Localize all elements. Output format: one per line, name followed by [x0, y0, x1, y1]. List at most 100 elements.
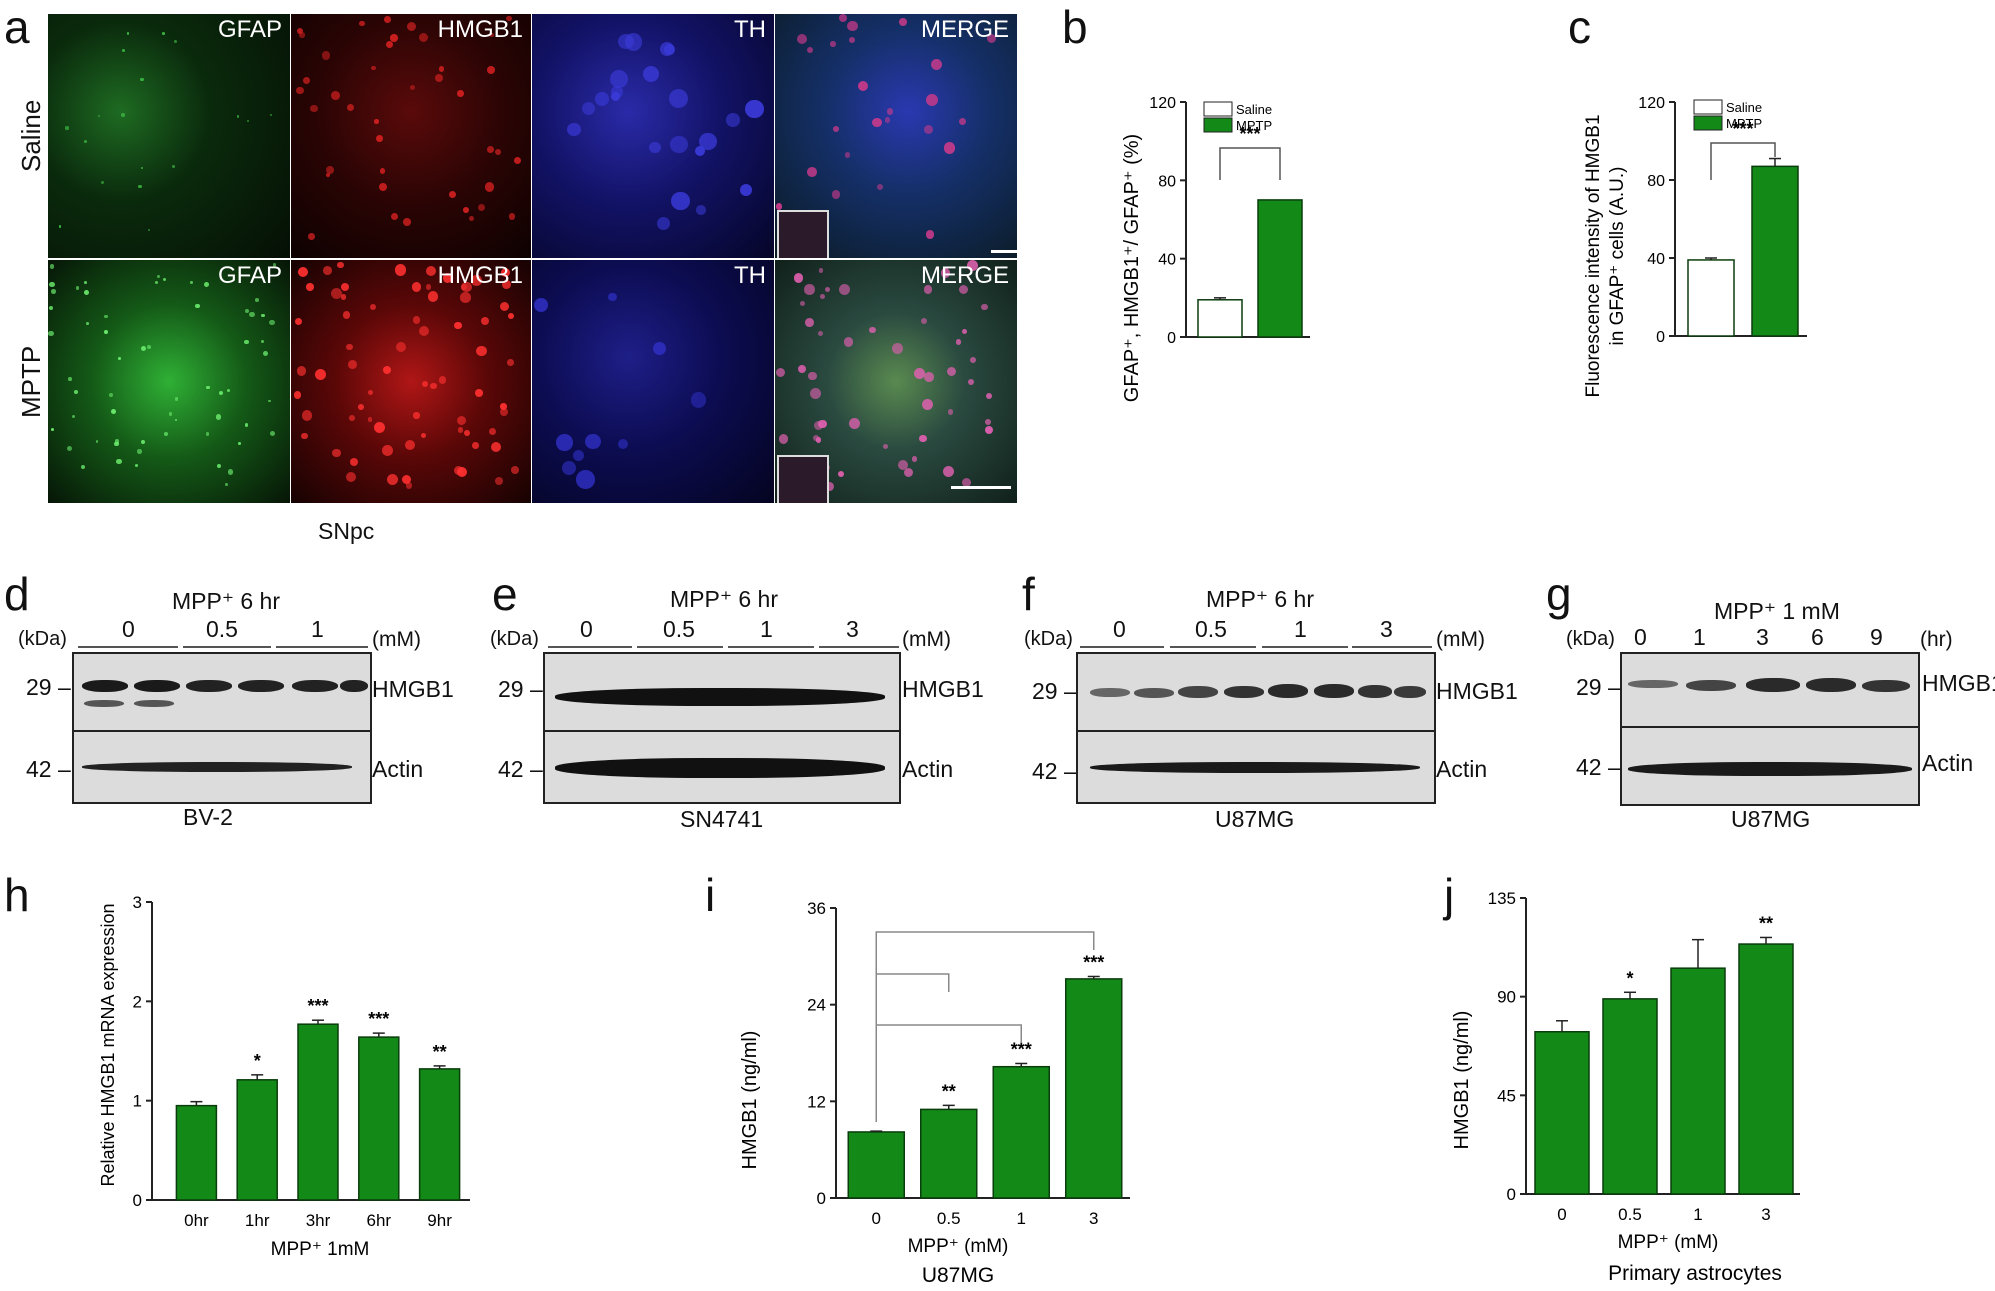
cell-signal — [955, 339, 962, 345]
treatment-header: MPP⁺ 6 hr — [670, 586, 779, 612]
cell-signal — [203, 282, 209, 287]
dose-underline — [1170, 646, 1256, 648]
comparison-bracket — [875, 973, 950, 1122]
cell-signal — [108, 392, 113, 397]
dose-2: 1 — [311, 616, 324, 642]
cell-signal — [461, 281, 472, 293]
cell-signal — [298, 266, 309, 278]
cell-signal — [920, 318, 927, 325]
cell-signal — [808, 371, 817, 381]
cell-signal — [85, 322, 89, 325]
cell-signal — [695, 205, 706, 216]
cell-signal — [301, 432, 309, 440]
band — [1806, 678, 1856, 692]
cell-signal — [582, 101, 596, 115]
significance-label: * — [254, 1051, 261, 1071]
cell-signal — [104, 314, 108, 319]
cell-signal — [325, 173, 331, 178]
cell-signal — [669, 89, 689, 109]
band — [134, 700, 174, 707]
region-caption: SNpc — [318, 518, 375, 544]
cell-signal — [269, 114, 272, 117]
caption-i: U87MG — [922, 1264, 994, 1287]
cell-signal — [419, 325, 430, 336]
band — [1268, 684, 1308, 698]
cell-signal — [84, 290, 89, 295]
scale-bar — [991, 250, 1017, 253]
cell-signal — [217, 463, 222, 469]
cell-signal — [293, 391, 302, 399]
y-axis-label-i: HMGB1 (ng/ml) — [739, 1031, 761, 1170]
cell-signal — [369, 304, 376, 311]
unit-label: (mM) — [902, 628, 951, 651]
legend-swatch-saline — [1693, 99, 1723, 115]
image-saline-th: TH — [532, 14, 774, 258]
dose-2: 1 — [760, 616, 773, 642]
cell-signal — [653, 342, 666, 356]
bar — [920, 1108, 978, 1199]
y-tick-label: 40 — [1647, 251, 1665, 268]
y-axis-label-h: Relative HMGB1 mRNA expression — [98, 903, 118, 1186]
cell-signal — [642, 65, 660, 83]
cell-signal — [342, 310, 351, 319]
cell-signal — [268, 400, 271, 403]
cell-signal — [458, 427, 464, 433]
dose-underline — [819, 646, 899, 648]
cell-signal — [411, 282, 421, 292]
panel-letter-a: a — [4, 1, 30, 53]
y-tick-label: 2 — [133, 992, 142, 1011]
cell-signal — [314, 369, 326, 380]
kda-label: (kDa) — [1024, 628, 1073, 650]
cell-signal — [897, 459, 908, 470]
cell-signal — [383, 365, 392, 374]
cell-signal — [195, 303, 200, 309]
cell-signal — [296, 365, 307, 376]
dose-3: 3 — [846, 616, 859, 642]
band-label-actin: Actin — [902, 756, 954, 782]
cell-signal — [73, 390, 78, 395]
cell-signal — [49, 281, 55, 288]
dose-underline — [1262, 646, 1348, 648]
cell-signal — [174, 418, 178, 422]
chart-i: 0 12 24 36 0 ** 0.5 *** 1 *** 3 HMGB1 (ng/ml) MPP⁺… — [739, 899, 1130, 1287]
cell-signal — [297, 27, 304, 34]
cell-signal — [413, 412, 420, 419]
cell-signal — [805, 318, 814, 327]
band — [1862, 680, 1910, 692]
cell-signal — [912, 456, 918, 462]
cell-signal — [831, 189, 841, 199]
bar — [847, 1131, 905, 1199]
cell-signal — [409, 84, 416, 91]
y-tick-label: 80 — [1647, 173, 1665, 190]
cell-signal — [332, 448, 341, 458]
cell-signal — [611, 86, 623, 98]
cell-signal — [134, 463, 139, 468]
x-tick-label: 6hr — [367, 1211, 392, 1230]
cell-signal — [255, 297, 259, 302]
cell-signal — [499, 408, 508, 416]
x-tick-label: 1 — [1017, 1209, 1026, 1228]
band — [1314, 684, 1354, 698]
dose-3: 3 — [1380, 616, 1393, 642]
cell-signal — [244, 308, 250, 314]
image-mptp-merge: MERGE — [775, 260, 1017, 503]
cell-signal — [830, 41, 836, 47]
cell-line-caption: SN4741 — [680, 806, 764, 832]
cell-signal — [238, 441, 241, 445]
cell-signal — [962, 329, 967, 335]
cell-signal — [506, 15, 512, 22]
cell-signal — [406, 21, 417, 32]
cell-signal — [126, 31, 130, 35]
cell-signal — [508, 213, 516, 221]
cell-signal — [425, 283, 432, 290]
cell-signal — [75, 286, 80, 290]
channel-label: MERGE — [920, 262, 1009, 289]
cell-signal — [168, 412, 173, 417]
cell-signal — [154, 280, 158, 285]
dose-0: 0 — [1113, 616, 1126, 642]
significance-label: ** — [433, 1042, 447, 1062]
band-label-hmgb1: HMGB1 — [1922, 670, 1995, 696]
cell-signal — [820, 293, 826, 299]
cell-signal — [877, 184, 884, 191]
chart-h: 0 1 2 3 0hr * 1hr *** 3hr *** 6hr ** 9hr Relative HM… — [98, 893, 470, 1260]
